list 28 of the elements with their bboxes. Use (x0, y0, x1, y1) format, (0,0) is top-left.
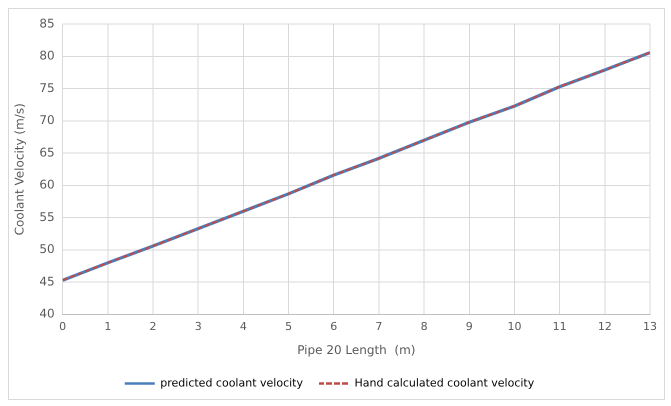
y-tick-label: 85 (39, 16, 55, 30)
x-tick-label: 9 (466, 320, 473, 333)
y-tick-label: 65 (39, 145, 55, 160)
x-tick-label: 2 (150, 320, 157, 333)
x-tick-label: 10 (507, 320, 522, 333)
x-tick-label: 3 (194, 320, 202, 333)
x-tick-label: 11 (552, 320, 567, 333)
x-tick-label: 5 (285, 320, 292, 333)
x-tick-label: 4 (240, 320, 247, 333)
y-tick-label: 40 (39, 306, 55, 321)
x-tick-label: 0 (59, 320, 66, 333)
x-tick-label: 8 (420, 320, 428, 333)
y-tick-label: 70 (39, 113, 55, 128)
x-tick-label: 7 (375, 320, 382, 333)
y-tick-label: 50 (39, 242, 55, 256)
y-tick-label: 80 (39, 48, 55, 63)
x-axis-title: Pipe 20 Length (m) (297, 342, 416, 357)
y-tick-label: 55 (39, 210, 55, 224)
x-tick-label: 13 (643, 320, 657, 333)
legend-label: predicted coolant velocity (160, 376, 304, 390)
x-tick-label: 1 (104, 320, 112, 333)
x-tick-label: 6 (330, 320, 338, 333)
y-tick-label: 75 (39, 80, 55, 95)
legend-label: Hand calculated coolant velocity (354, 376, 535, 390)
x-tick-label: 12 (598, 320, 612, 333)
y-axis-title: Coolant Velocity (m/s) (12, 103, 26, 236)
y-tick-label: 45 (39, 274, 55, 288)
y-tick-label: 60 (39, 178, 55, 192)
